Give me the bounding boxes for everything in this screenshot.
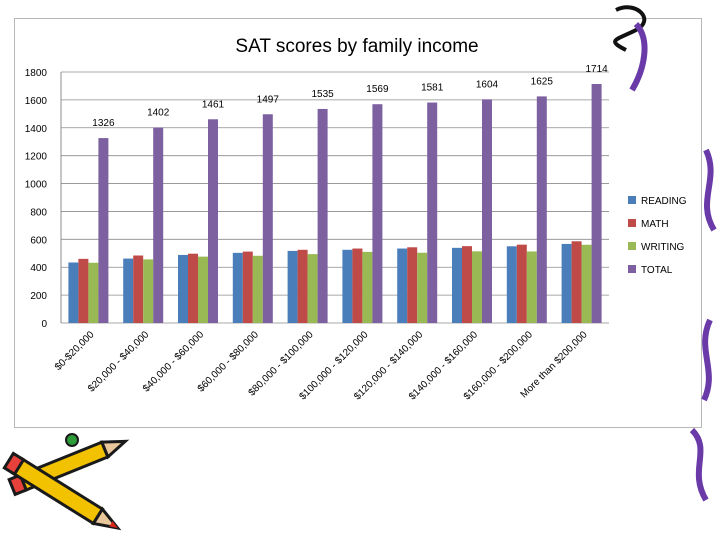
y-tick-label: 1200 xyxy=(25,152,48,163)
bar-reading xyxy=(506,246,517,323)
bar-reading xyxy=(342,249,353,323)
y-tick-label: 600 xyxy=(30,235,47,246)
legend-label: MATH xyxy=(641,219,669,230)
squiggle-decoration-icon xyxy=(613,5,717,502)
bar-reading xyxy=(287,250,298,323)
data-label: 1604 xyxy=(476,79,499,90)
chart-title: SAT scores by family income xyxy=(235,36,478,57)
bar-writing xyxy=(252,255,263,323)
legend-swatch xyxy=(628,265,636,273)
bar-math xyxy=(78,258,89,323)
bar-reading xyxy=(452,247,462,323)
y-tick-label: 1600 xyxy=(25,96,48,107)
bars xyxy=(68,83,602,324)
pencils-clipart-icon xyxy=(2,433,130,531)
bar-total xyxy=(591,83,602,324)
bar-writing xyxy=(581,244,592,323)
y-axis-ticks: 0 200 400 600 800 1000 1200 1400 1600 1800 xyxy=(25,68,48,330)
y-tick-label: 400 xyxy=(30,263,47,274)
bar-reading xyxy=(68,262,79,323)
bar-math xyxy=(407,247,418,323)
data-label: 1497 xyxy=(257,94,280,105)
chart-frame: SAT scores by family income 0 200 400 600 80… xyxy=(14,18,702,428)
y-tick-label: 800 xyxy=(30,207,47,218)
bar-total xyxy=(372,104,383,323)
bar-math xyxy=(188,253,198,323)
bar-total xyxy=(536,96,547,324)
data-label: 1625 xyxy=(531,76,554,87)
bar-reading xyxy=(178,254,188,323)
legend-swatch xyxy=(628,219,636,227)
bar-math xyxy=(133,255,144,323)
legend-swatch xyxy=(628,196,636,204)
legend-label: WRITING xyxy=(641,242,685,253)
bar-writing xyxy=(143,259,154,323)
bar-total xyxy=(482,99,492,323)
bar-writing xyxy=(472,251,482,323)
sat-bar-chart: SAT scores by family income 0 200 400 600 80… xyxy=(25,36,687,402)
legend-label: READING xyxy=(641,196,687,207)
bar-reading xyxy=(397,248,408,323)
legend-swatch xyxy=(628,242,636,250)
bar-writing xyxy=(307,254,318,323)
bar-total xyxy=(262,114,273,323)
data-label: 1714 xyxy=(585,64,608,75)
bar-total xyxy=(427,102,438,323)
data-label: 1569 xyxy=(366,84,389,95)
bar-total xyxy=(98,138,109,323)
bar-reading xyxy=(123,258,134,323)
bar-writing xyxy=(88,262,99,323)
data-label: 1326 xyxy=(92,118,115,129)
data-label: 1461 xyxy=(202,99,225,110)
bar-reading xyxy=(232,252,243,323)
data-label: 1581 xyxy=(421,83,444,94)
y-tick-label: 1400 xyxy=(25,124,48,135)
y-tick-label: 0 xyxy=(41,319,47,330)
bar-total xyxy=(153,127,164,323)
y-tick-label: 1000 xyxy=(25,180,48,191)
bar-writing xyxy=(526,251,537,323)
bar-writing xyxy=(362,251,373,323)
y-tick-label: 1800 xyxy=(25,68,48,79)
data-label: 1535 xyxy=(311,89,334,100)
data-labels: 1326 1402 1461 1497 1535 1569 1581 1604 1625 1714 xyxy=(92,64,608,129)
bar-reading xyxy=(561,243,572,323)
bar-math xyxy=(297,249,308,323)
x-tick-label: $0-$20,000 xyxy=(53,329,97,373)
bar-math xyxy=(352,248,363,323)
legend: READING MATH WRITING TOTAL xyxy=(628,196,687,276)
bar-math xyxy=(516,244,527,323)
x-axis-ticks: $0-$20,000$20,000 - $40,000$40,000 - $60… xyxy=(53,329,590,402)
bar-math xyxy=(571,241,582,323)
bar-total xyxy=(208,119,218,323)
gridlines xyxy=(60,71,609,324)
bar-total xyxy=(317,108,328,323)
bar-writing xyxy=(198,256,208,323)
data-label: 1402 xyxy=(147,107,170,118)
y-tick-label: 200 xyxy=(30,291,47,302)
bar-math xyxy=(462,246,472,323)
bar-math xyxy=(242,251,253,323)
legend-label: TOTAL xyxy=(641,265,673,276)
bar-writing xyxy=(417,252,428,323)
